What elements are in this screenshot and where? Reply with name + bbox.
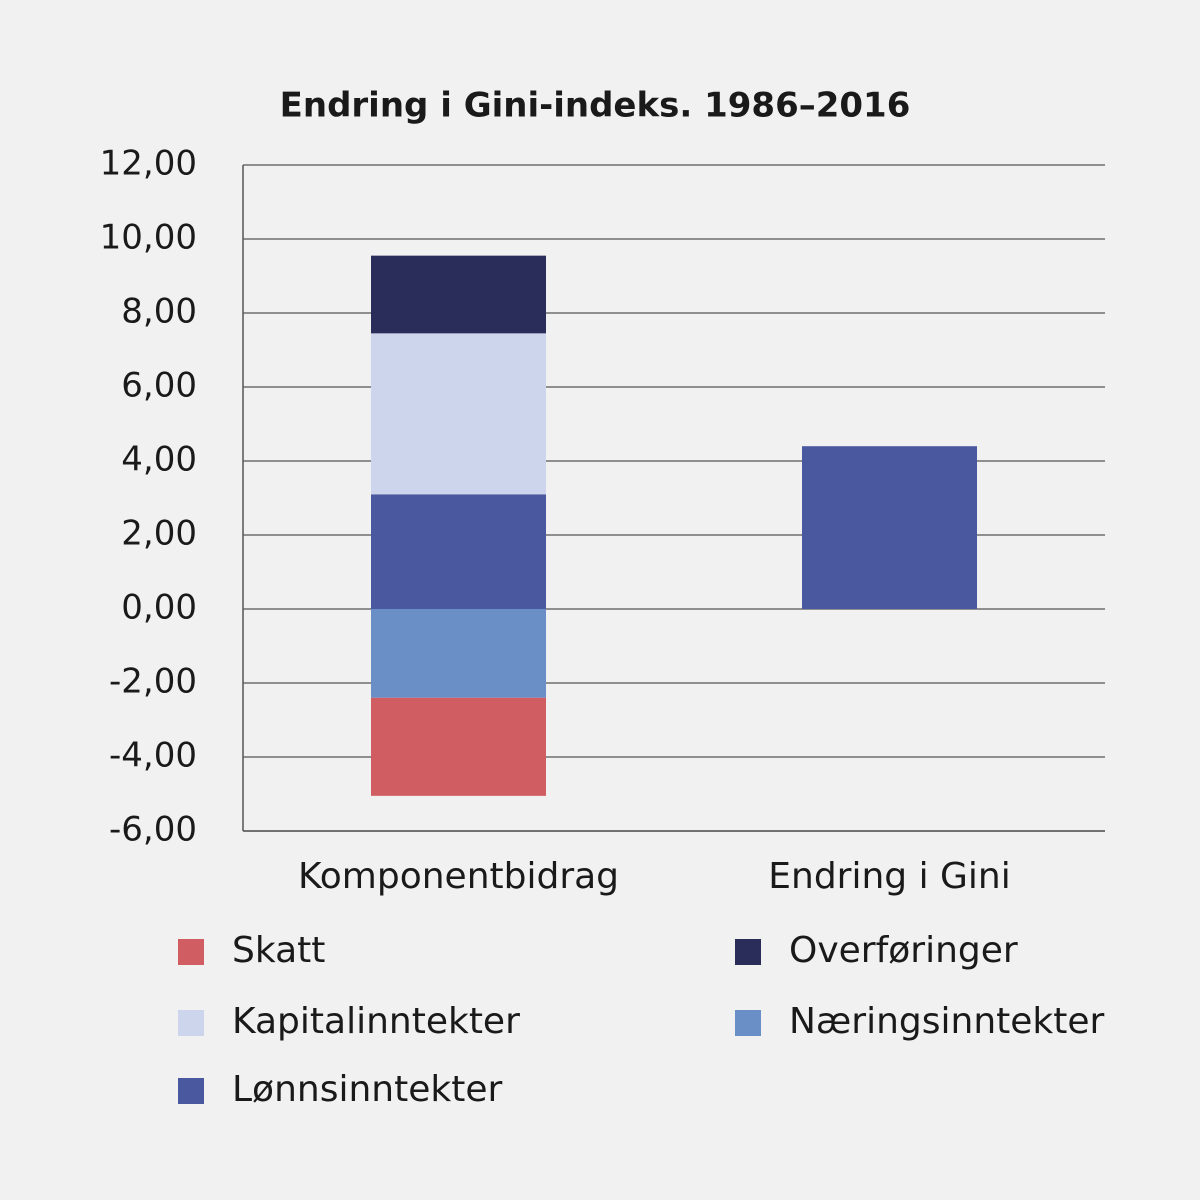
- y-tick-label: -6,00: [109, 810, 197, 850]
- bar-segment: [371, 697, 546, 796]
- bar-segment: [371, 609, 546, 698]
- bar-segment: [371, 255, 546, 334]
- y-tick-label: -4,00: [109, 736, 197, 776]
- x-tick-label: Endring i Gini: [768, 856, 1011, 897]
- legend-swatch: [178, 1078, 204, 1104]
- chart-title: Endring i Gini-indeks. 1986–2016: [280, 86, 911, 126]
- x-tick-label: Komponentbidrag: [298, 856, 619, 897]
- legend-label: Overføringer: [789, 930, 1018, 971]
- legend-swatch: [178, 939, 204, 965]
- y-tick-label: 10,00: [100, 218, 197, 258]
- legend-label: Lønnsinntekter: [232, 1069, 502, 1110]
- legend-label: Kapitalinntekter: [232, 1001, 520, 1042]
- y-tick-label: 12,00: [100, 144, 197, 184]
- legend-swatch: [178, 1010, 204, 1036]
- legend-swatch: [735, 939, 761, 965]
- y-tick-label: 4,00: [121, 440, 197, 480]
- bar-segment: [802, 446, 977, 609]
- bar-segment: [371, 333, 546, 495]
- legend-label: Næringsinntekter: [789, 1001, 1105, 1042]
- bar-segment: [371, 494, 546, 609]
- y-tick-label: 6,00: [121, 366, 197, 406]
- y-tick-label: 0,00: [121, 588, 197, 628]
- legend-label: Skatt: [232, 930, 325, 971]
- y-tick-label: 8,00: [121, 292, 197, 332]
- y-tick-label: 2,00: [121, 514, 197, 554]
- y-tick-label: -2,00: [109, 662, 197, 702]
- legend-swatch: [735, 1010, 761, 1036]
